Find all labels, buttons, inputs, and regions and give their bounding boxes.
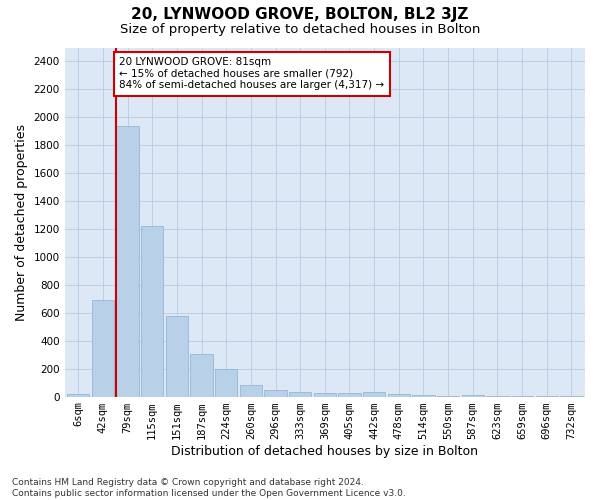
Bar [67,394,89,396]
Text: 20 LYNWOOD GROVE: 81sqm
← 15% of detached houses are smaller (792)
84% of semi-d: 20 LYNWOOD GROVE: 81sqm ← 15% of detache… [119,58,385,90]
Text: Contains HM Land Registry data © Crown copyright and database right 2024.
Contai: Contains HM Land Registry data © Crown c… [12,478,406,498]
Bar [240,386,262,396]
Bar [166,316,188,396]
X-axis label: Distribution of detached houses by size in Bolton: Distribution of detached houses by size … [172,444,478,458]
Bar [116,126,139,396]
Bar [289,392,311,396]
Bar [265,390,287,396]
Bar [461,395,484,396]
Bar [92,300,114,396]
Bar [338,393,361,396]
Bar [412,395,434,396]
Y-axis label: Number of detached properties: Number of detached properties [15,124,28,320]
Bar [314,393,336,396]
Bar [190,354,212,397]
Bar [388,394,410,396]
Text: 20, LYNWOOD GROVE, BOLTON, BL2 3JZ: 20, LYNWOOD GROVE, BOLTON, BL2 3JZ [131,8,469,22]
Bar [363,392,385,396]
Text: Size of property relative to detached houses in Bolton: Size of property relative to detached ho… [120,22,480,36]
Bar [215,368,237,396]
Bar [141,226,163,396]
